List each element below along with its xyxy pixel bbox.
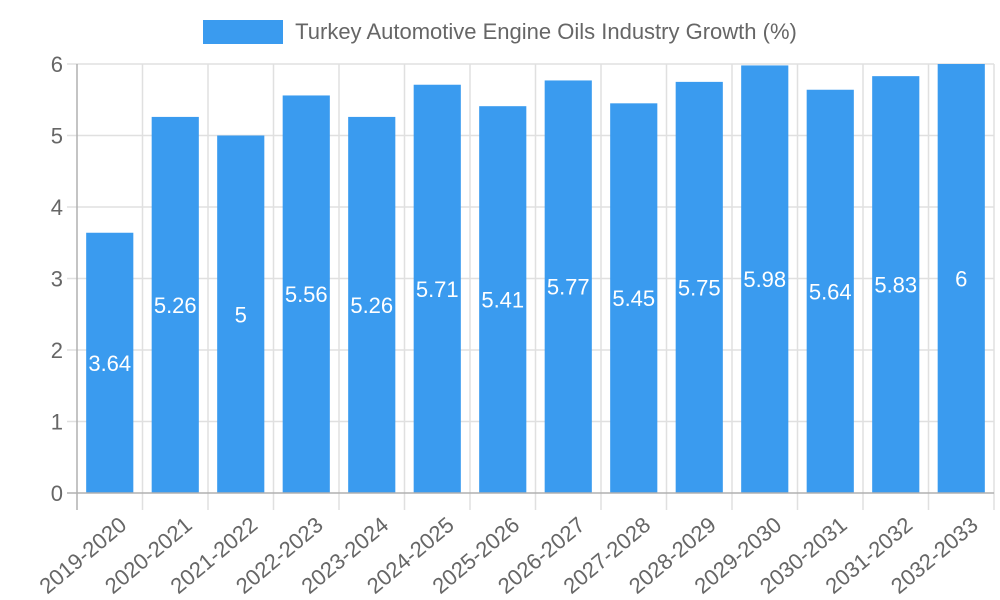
bar-value-label: 5.98 [743,267,786,292]
y-tick-label: 0 [51,481,63,506]
y-tick-label: 1 [51,410,63,435]
chart-legend[interactable]: Turkey Automotive Engine Oils Industry G… [0,18,1000,46]
bar-value-label: 5.56 [285,282,328,307]
bar-value-label: 5.71 [416,277,459,302]
bar-value-label: 5.26 [350,293,393,318]
bar[interactable] [741,65,789,494]
bar[interactable] [151,116,199,493]
axes [76,64,994,510]
bar[interactable] [348,116,396,493]
bar-value-label: 5.41 [481,288,524,313]
bar[interactable] [937,64,985,493]
y-tick-label: 3 [51,267,63,292]
y-tick-label: 4 [51,195,63,220]
bar-value-label: 3.64 [88,351,131,376]
bar[interactable] [479,106,527,493]
bar[interactable] [675,81,723,493]
bar-value-label: 5 [235,302,247,327]
legend-label: Turkey Automotive Engine Oils Industry G… [295,19,797,44]
legend-swatch [203,20,284,44]
bars [86,64,985,494]
bar[interactable] [872,76,920,493]
bar-value-label: 5.77 [547,275,590,300]
bar-value-label: 5.64 [809,279,852,304]
value-labels: 3.64 5.26 5 5.56 5.26 5.71 5.41 5.77 5.45 5.75 5.9… [88,267,967,376]
gridlines [67,63,995,510]
y-tick-label: 5 [51,124,63,149]
bar[interactable] [413,84,461,494]
x-axis-ticks: 2019-20202020-20212021-20222022-20232023… [35,512,983,599]
bar[interactable] [544,80,592,493]
bar[interactable] [610,103,658,493]
bar-value-label: 6 [955,267,967,292]
bar-value-label: 5.75 [678,275,721,300]
bar[interactable] [282,95,330,494]
bar-value-label: 5.26 [154,293,197,318]
bar-value-label: 5.45 [612,286,655,311]
bar[interactable] [86,232,134,494]
bar[interactable] [806,89,854,494]
bar-value-label: 5.83 [874,273,917,298]
y-axis-ticks: 0 1 2 3 4 5 6 [51,52,63,506]
bar[interactable] [217,135,265,494]
y-tick-label: 2 [51,338,63,363]
y-tick-label: 6 [51,52,63,77]
